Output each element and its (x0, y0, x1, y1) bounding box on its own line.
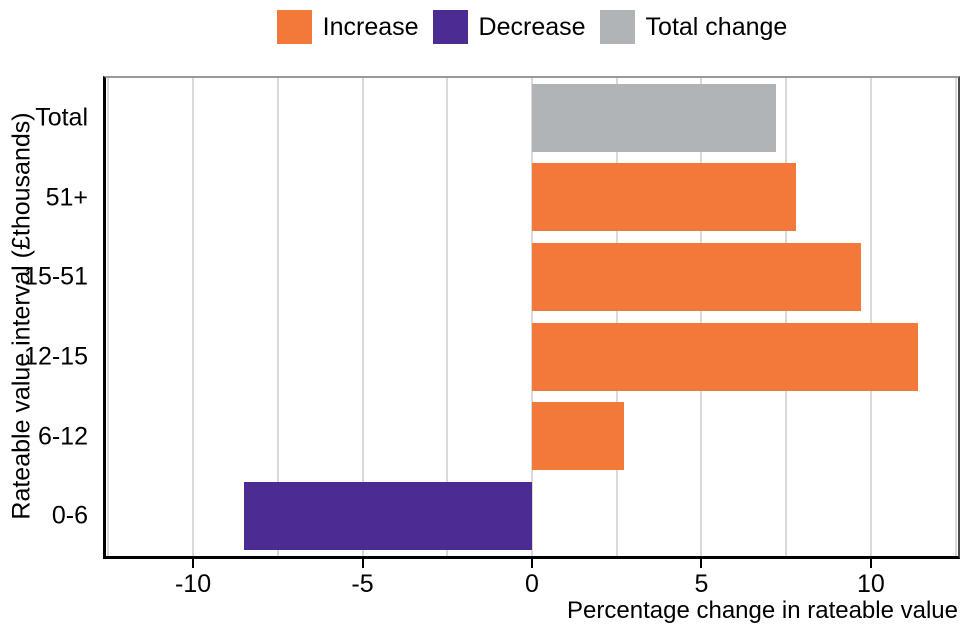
x-tick-mark (869, 559, 872, 568)
x-tick-mark (361, 559, 364, 568)
legend-label: Total change (645, 12, 788, 41)
bar-row (106, 237, 958, 317)
bar-row (106, 158, 958, 238)
legend-label: Increase (322, 12, 419, 41)
x-tick-label: 5 (694, 570, 709, 598)
bar-total (532, 83, 776, 152)
legend-label: Decrease (478, 12, 586, 41)
gridline (192, 78, 195, 556)
y-tick-label: Total (35, 103, 88, 132)
gridline (954, 78, 957, 556)
y-axis-category-labels: Total 51+ 15-51 12-15 6-12 0-6 (0, 78, 92, 556)
bar-12-15 (532, 322, 919, 391)
x-tick-label: 0 (525, 570, 539, 598)
gridline (107, 78, 110, 556)
gridline (531, 78, 533, 556)
legend: Increase Decrease Total change (106, 10, 958, 44)
plot-frame (103, 76, 960, 559)
bar-15-51 (532, 243, 861, 312)
x-tick-mark (700, 559, 703, 568)
bar-row (106, 78, 958, 158)
legend-swatch-icon (276, 10, 312, 44)
y-tick-label: 6-12 (37, 422, 88, 450)
x-axis-title: Percentage change in rateable value (567, 597, 958, 624)
plot-area (106, 78, 958, 556)
gridline (700, 78, 703, 556)
bar-row (106, 397, 958, 477)
bar-row (106, 317, 958, 397)
bar-0-6 (243, 482, 532, 551)
x-tick-mark (192, 559, 195, 568)
x-tick-label: 10 (856, 570, 885, 598)
gridline (361, 78, 364, 556)
gridline (446, 78, 449, 556)
y-tick-label: 0-6 (51, 501, 88, 530)
bar-6-12 (532, 402, 624, 471)
gridline (785, 78, 788, 556)
bar-51+ (532, 163, 797, 232)
legend-item: Total change (599, 10, 788, 44)
y-tick-label: 15-51 (24, 262, 88, 291)
x-tick-label: -5 (351, 570, 374, 598)
x-axis: -10 -5 0 5 10 (106, 559, 958, 603)
y-tick-label: 12-15 (24, 342, 88, 371)
legend-swatch-icon (432, 10, 468, 44)
x-tick-mark (531, 559, 533, 568)
legend-swatch-icon (599, 10, 635, 44)
gridline (615, 78, 618, 556)
x-tick-label: -10 (175, 570, 212, 598)
legend-item: Decrease (432, 10, 586, 44)
bar-row (106, 476, 958, 556)
gridline (276, 78, 279, 556)
gridline (869, 78, 872, 556)
legend-item: Increase (276, 10, 419, 44)
y-tick-label: 51+ (45, 183, 88, 211)
